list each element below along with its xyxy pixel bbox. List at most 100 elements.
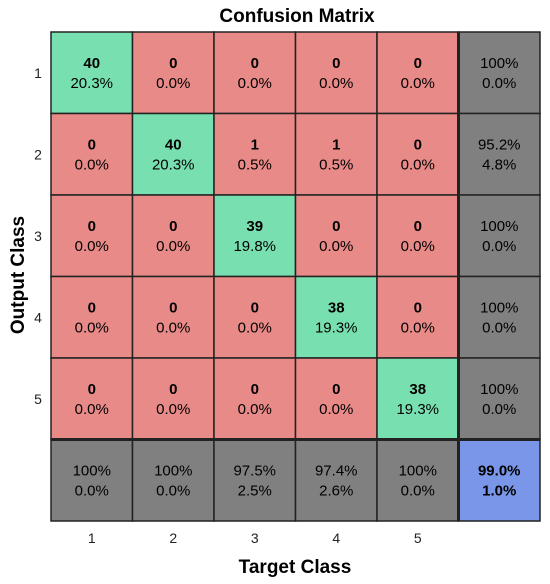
col-summary-correct-label: 97.5% <box>233 462 276 479</box>
cell-percent-label: 20.3% <box>70 75 113 92</box>
cell-percent-label: 0.0% <box>401 319 435 336</box>
axis-ticks: 1 2 3 4 5 1 2 3 4 5 <box>34 65 422 546</box>
cell-percent-label: 0.0% <box>75 238 109 255</box>
matrix-cell <box>50 357 134 441</box>
col-summary-cell <box>376 438 460 522</box>
row-summary-correct-label: 100% <box>480 55 518 72</box>
matrix-cell <box>50 275 134 359</box>
y-tick-label: 2 <box>34 146 42 162</box>
cell-count-label: 1 <box>332 136 340 153</box>
cell-percent-label: 0.0% <box>238 75 272 92</box>
x-tick-label: 3 <box>251 530 259 546</box>
col-summary-incorrect-label: 2.6% <box>319 482 353 499</box>
col-summary-cell <box>213 438 297 522</box>
cell-percent-label: 19.8% <box>233 238 276 255</box>
matrix-cell <box>131 357 215 441</box>
cell-percent-label: 0.0% <box>75 156 109 173</box>
cell-count-label: 1 <box>251 136 259 153</box>
cell-percent-label: 0.0% <box>401 156 435 173</box>
row-summary-cell <box>457 31 541 115</box>
matrix-cell <box>213 194 297 278</box>
matrix-cell <box>376 112 460 196</box>
row-summary-cell <box>457 194 541 278</box>
cell-percent-label: 0.0% <box>319 401 353 418</box>
cell-percent-label: 0.0% <box>401 238 435 255</box>
cell-count-label: 0 <box>169 55 177 72</box>
cell-percent-label: 0.0% <box>319 75 353 92</box>
y-tick-label: 4 <box>34 309 42 325</box>
row-summary-correct-label: 100% <box>480 381 518 398</box>
cell-percent-label: 0.5% <box>319 156 353 173</box>
cell-percent-label: 0.0% <box>238 401 272 418</box>
row-summary-cell <box>457 275 541 359</box>
matrix-cell <box>376 275 460 359</box>
row-summary-incorrect-label: 4.8% <box>482 156 516 173</box>
y-tick-label: 3 <box>34 228 42 244</box>
cell-percent-label: 0.0% <box>156 75 190 92</box>
y-axis-title: Output Class <box>8 216 29 334</box>
cell-percent-label: 0.0% <box>156 401 190 418</box>
y-tick-label: 5 <box>34 391 42 407</box>
cell-percent-label: 0.0% <box>156 319 190 336</box>
matrix-cell <box>213 357 297 441</box>
x-axis-title: Target Class <box>239 557 352 578</box>
matrix-cell <box>376 194 460 278</box>
matrix-cell <box>131 31 215 115</box>
cell-percent-label: 19.3% <box>315 319 358 336</box>
matrix-cell <box>213 112 297 196</box>
row-summary-cell <box>457 357 541 441</box>
x-tick-label: 5 <box>414 530 422 546</box>
cell-count-label: 38 <box>409 381 426 398</box>
matrix-cell <box>294 112 378 196</box>
matrix-cell <box>376 357 460 441</box>
cell-count-label: 0 <box>169 381 177 398</box>
cell-count-label: 0 <box>414 136 422 153</box>
cell-percent-label: 0.0% <box>75 319 109 336</box>
row-summary-incorrect-label: 0.0% <box>482 401 516 418</box>
cell-count-label: 0 <box>88 136 96 153</box>
col-summary-cell <box>294 438 378 522</box>
col-summary-correct-label: 100% <box>399 462 437 479</box>
cell-count-label: 0 <box>88 218 96 235</box>
col-summary-incorrect-label: 0.0% <box>75 482 109 499</box>
cell-count-label: 0 <box>414 55 422 72</box>
row-summary-correct-label: 100% <box>480 218 518 235</box>
cell-count-label: 0 <box>169 299 177 316</box>
matrix-cell <box>294 31 378 115</box>
chart-title: Confusion Matrix <box>219 6 375 27</box>
col-summary-correct-label: 97.4% <box>315 462 358 479</box>
cell-count-label: 40 <box>83 55 100 72</box>
cell-count-label: 40 <box>165 136 182 153</box>
cell-count-label: 0 <box>251 55 259 72</box>
col-summary-incorrect-label: 0.0% <box>401 482 435 499</box>
matrix-cell <box>131 194 215 278</box>
cell-count-label: 39 <box>246 218 263 235</box>
cell-count-label: 0 <box>251 299 259 316</box>
cell-count-label: 0 <box>88 299 96 316</box>
cell-count-label: 0 <box>414 218 422 235</box>
col-summary-incorrect-label: 0.0% <box>156 482 190 499</box>
col-summary-cell <box>131 438 215 522</box>
overall-correct-label: 99.0% <box>478 462 521 479</box>
row-summary-cell <box>457 112 541 196</box>
matrix-cell <box>294 194 378 278</box>
matrix-cell <box>294 275 378 359</box>
row-summary-correct-label: 95.2% <box>478 136 521 153</box>
matrix-cell <box>50 112 134 196</box>
col-summary-incorrect-label: 2.5% <box>238 482 272 499</box>
col-summary-correct-label: 100% <box>73 462 111 479</box>
cell-percent-label: 0.0% <box>156 238 190 255</box>
matrix-cell <box>213 275 297 359</box>
col-summary-correct-label: 100% <box>154 462 192 479</box>
y-tick-label: 1 <box>34 65 42 81</box>
matrix-cell <box>131 275 215 359</box>
x-tick-label: 1 <box>88 530 96 546</box>
matrix-cell <box>376 31 460 115</box>
matrix-cells: 40 20.3% 0 0.0% 0 0.0% 0 0.0% 0 0.0% 0 0.0% 40 20.3% 1… <box>50 31 541 522</box>
cell-count-label: 0 <box>332 381 340 398</box>
cell-count-label: 0 <box>332 218 340 235</box>
x-tick-label: 2 <box>169 530 177 546</box>
cell-count-label: 0 <box>332 55 340 72</box>
cell-count-label: 38 <box>328 299 345 316</box>
